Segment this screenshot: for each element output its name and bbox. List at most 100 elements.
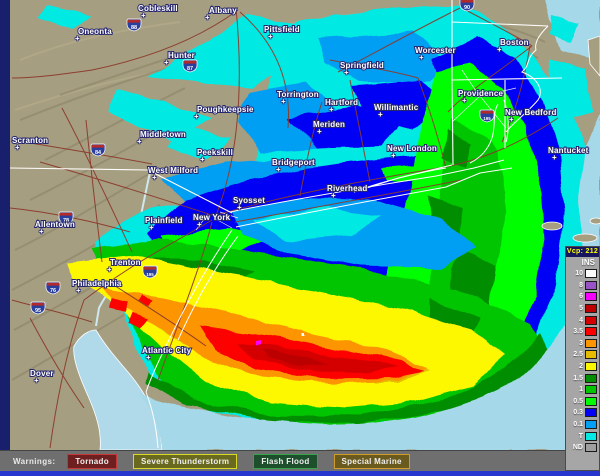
city-marker: + [194, 112, 199, 121]
svg-text:195: 195 [146, 272, 154, 277]
legend-row-1.5: 1.5 [566, 372, 599, 384]
city-marker: + [146, 353, 151, 362]
city-label-poughkeepsie: Poughkeepsie [197, 105, 254, 114]
svg-text:76: 76 [50, 288, 56, 294]
legend-row-8: 8 [566, 280, 599, 292]
interstate-shield-90: 90 [459, 0, 475, 12]
interstate-shield-195: 195 [479, 109, 495, 123]
legend-value-label: 3 [579, 339, 583, 347]
legend-row-5: 5 [566, 303, 599, 315]
islands [541, 35, 600, 243]
warning-buttons: Tornado Severe Thunderstorm Flash Flood Spe… [55, 453, 410, 469]
city-label-cobleskill: Cobleskill [138, 4, 178, 13]
svg-text:88: 88 [131, 25, 137, 31]
city-marker: + [141, 11, 146, 20]
city-label-peekskill: Peekskill [197, 148, 233, 157]
legend-value-label: 4 [579, 316, 583, 324]
city-marker: + [164, 58, 169, 67]
legend-units-label: INS [581, 258, 595, 267]
warnings-label: Warnings: [13, 456, 56, 466]
svg-text:87: 87 [187, 66, 193, 72]
legend-swatch-0.5 [585, 396, 597, 406]
city-marker: + [76, 286, 81, 295]
precip-legend-panel: Vcp: 212 INS 10 8 6 5 4 3.5 3 2.5 2 1.5 1 0.5 0.3 0.1… [565, 246, 600, 471]
city-label-new-london: New London [387, 144, 437, 153]
warnings-bar: Warnings: Tornado Severe Thunderstorm Flas… [0, 450, 600, 471]
city-marker: + [462, 96, 467, 105]
city-marker: + [391, 151, 396, 160]
legend-row-1: 1 [566, 384, 599, 396]
legend-swatch-1.5 [585, 373, 597, 383]
legend-row-2.5: 2.5 [566, 349, 599, 361]
highway-lines [9, 7, 559, 449]
city-label-plainfield: Plainfield [145, 216, 183, 225]
legend-row-4: 4 [566, 314, 599, 326]
city-marker: + [419, 53, 424, 62]
legend-value-label: 1.5 [573, 374, 583, 382]
city-marker: + [149, 223, 154, 232]
warning-button-severe-thunderstorm[interactable]: Severe Thunderstorm [132, 453, 238, 469]
interstate-shield-195: 195 [142, 265, 158, 279]
legend-value-label: 6 [579, 293, 583, 301]
legend-row-T: T [566, 430, 599, 442]
city-marker: + [34, 376, 39, 385]
city-marker: + [197, 220, 202, 229]
legend-row-10: 10 [566, 268, 599, 280]
vcp-mode-label: Vcp: 212 [566, 247, 599, 257]
city-marker: + [205, 13, 210, 22]
interstate-shield-95: 95 [30, 301, 46, 315]
svg-text:195: 195 [483, 116, 491, 121]
city-marker: + [276, 165, 281, 174]
city-marker: + [378, 110, 383, 119]
city-label-riverhead: Riverhead [327, 184, 367, 193]
svg-text:95: 95 [35, 308, 41, 314]
legend-swatch-3.5 [585, 327, 597, 337]
city-label-bridgeport: Bridgeport [272, 158, 315, 167]
warning-button-tornado[interactable]: Tornado [67, 453, 117, 469]
legend-row-ND: ND [566, 442, 599, 454]
warning-button-special-marine[interactable]: Special Marine [333, 453, 410, 469]
city-label-hunter: Hunter [168, 51, 195, 60]
legend-swatch-ND [585, 443, 597, 453]
legend-value-label: 8 [579, 281, 583, 289]
warning-button-flash-flood[interactable]: Flash Flood [253, 453, 318, 469]
city-marker: + [39, 227, 44, 236]
offshore-trace-patches [548, 16, 592, 120]
legend-value-label: 0.5 [573, 397, 583, 405]
legend-swatch-10 [585, 269, 597, 279]
window-bottom-edge [0, 471, 600, 476]
legend-row-3.5: 3.5 [566, 326, 599, 338]
city-label-springfield: Springfield [340, 61, 384, 70]
city-label-oneonta: Oneonta [78, 27, 112, 36]
city-label-willimantic: Willimantic [374, 103, 419, 112]
city-marker: + [75, 34, 80, 43]
legend-row-2: 2 [566, 361, 599, 373]
city-label-dover: Dover [30, 369, 54, 378]
interstate-shield-88: 88 [126, 18, 142, 32]
legend-swatch-T [585, 431, 597, 441]
radar-map[interactable]: 88879084787695195195+Oneonta+Cobleskill+… [0, 0, 600, 450]
legend-value-label: 5 [579, 305, 583, 313]
city-marker: + [107, 265, 112, 274]
city-marker: + [497, 45, 502, 54]
city-marker: + [509, 115, 514, 124]
svg-text:84: 84 [95, 150, 102, 156]
legend-swatch-6 [585, 292, 597, 302]
legend-value-label: 0.3 [573, 409, 583, 417]
city-label-syosset: Syosset [233, 196, 265, 205]
svg-text:90: 90 [464, 5, 470, 11]
window-left-edge [0, 0, 10, 450]
city-label-west-milford: West Milford [148, 166, 198, 175]
city-marker: + [237, 203, 242, 212]
city-label-philadelphia: Philadelphia [72, 279, 122, 288]
city-marker: + [152, 173, 157, 182]
legend-row-3: 3 [566, 338, 599, 350]
legend-value-label: 1 [579, 386, 583, 394]
city-label-meriden: Meriden [313, 120, 345, 129]
interstate-shield-78: 78 [58, 211, 74, 225]
city-label-pittsfield: Pittsfield [264, 25, 300, 34]
city-label-middletown: Middletown [140, 130, 186, 139]
legend-value-label: 2.5 [573, 351, 583, 359]
legend-value-label: ND [572, 444, 583, 452]
